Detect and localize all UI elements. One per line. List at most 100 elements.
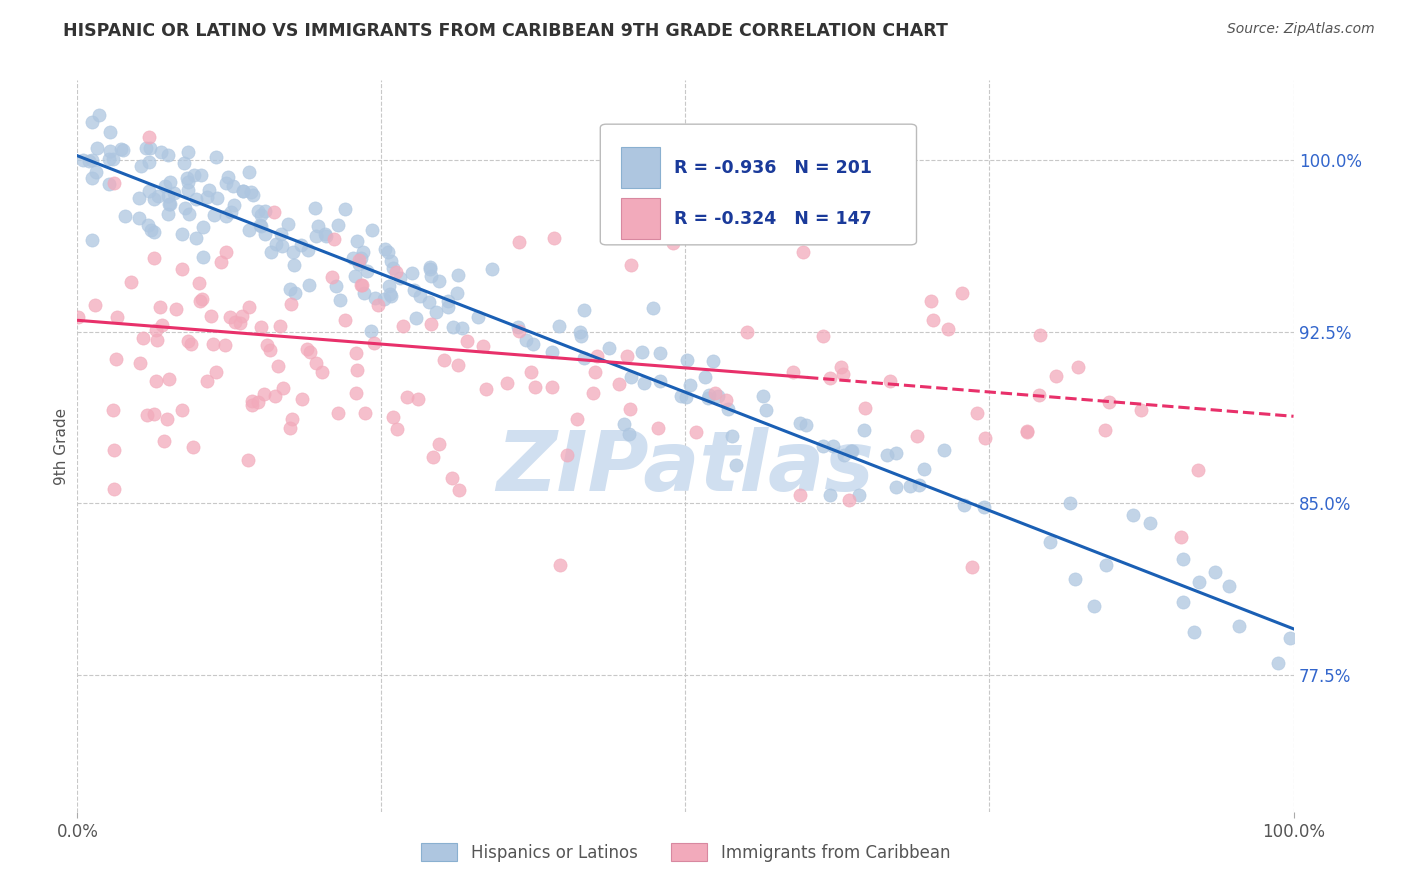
Point	[447, 483, 470, 497]
Point	[67, 310, 90, 324]
Point	[103, 442, 125, 457]
Point	[647, 421, 669, 435]
Point	[349, 277, 371, 292]
Point	[1059, 496, 1081, 510]
Point	[617, 426, 640, 441]
Point	[508, 324, 530, 338]
Point	[305, 229, 328, 244]
Point	[105, 352, 128, 367]
Point	[1028, 388, 1050, 402]
Point	[135, 141, 157, 155]
Point	[378, 279, 401, 293]
Point	[1045, 369, 1067, 384]
Point	[156, 189, 179, 203]
Point	[669, 389, 692, 403]
Point	[250, 208, 273, 222]
Point	[143, 407, 166, 421]
Point	[418, 295, 440, 310]
Point	[269, 318, 291, 333]
Point	[1171, 595, 1194, 609]
Point	[377, 245, 399, 260]
Point	[1094, 558, 1116, 572]
Point	[1187, 463, 1209, 477]
Point	[456, 334, 478, 349]
Point	[1218, 579, 1240, 593]
Point	[342, 252, 364, 266]
Point	[367, 297, 389, 311]
Point	[224, 197, 246, 211]
Point	[103, 176, 125, 190]
Point	[353, 285, 375, 300]
Point	[98, 152, 121, 166]
Point	[281, 412, 304, 426]
Point	[187, 276, 209, 290]
Point	[598, 342, 620, 356]
Point	[138, 218, 160, 232]
Point	[314, 227, 336, 241]
Point	[180, 336, 202, 351]
Point	[191, 250, 214, 264]
Point	[1083, 599, 1105, 614]
Point	[267, 359, 290, 373]
Point	[159, 196, 181, 211]
Point	[548, 319, 571, 334]
Point	[157, 148, 180, 162]
Point	[350, 251, 373, 265]
Point	[315, 229, 337, 244]
Point	[838, 492, 860, 507]
Point	[1067, 359, 1090, 374]
Point	[429, 437, 451, 451]
Point	[373, 293, 395, 307]
Point	[524, 380, 547, 394]
Point	[128, 191, 150, 205]
Point	[141, 223, 163, 237]
Point	[905, 428, 928, 442]
Point	[146, 188, 169, 202]
Point	[1182, 625, 1205, 640]
Point	[184, 231, 207, 245]
Point	[620, 370, 643, 384]
Point	[181, 441, 204, 455]
Point	[821, 439, 844, 453]
Point	[214, 338, 236, 352]
Point	[142, 251, 165, 265]
Point	[114, 209, 136, 223]
Point	[80, 115, 103, 129]
Point	[354, 406, 377, 420]
Point	[247, 204, 270, 219]
Point	[128, 211, 150, 225]
Point	[177, 207, 200, 221]
Point	[156, 411, 179, 425]
Point	[380, 254, 402, 268]
Point	[271, 381, 294, 395]
Point	[392, 319, 415, 334]
Point	[387, 422, 409, 436]
Point	[567, 412, 589, 426]
Point	[190, 294, 212, 309]
Point	[950, 285, 973, 300]
Point	[697, 391, 720, 405]
Point	[240, 393, 263, 408]
Point	[447, 268, 470, 282]
Point	[232, 184, 254, 198]
Point	[105, 310, 128, 324]
Point	[441, 471, 464, 485]
FancyBboxPatch shape	[600, 124, 917, 244]
Point	[157, 207, 180, 221]
Point	[344, 385, 367, 400]
Point	[155, 178, 177, 193]
Point	[157, 197, 180, 211]
Point	[240, 185, 263, 199]
Point	[284, 286, 307, 301]
Point	[678, 377, 700, 392]
Point	[326, 406, 349, 420]
Point	[356, 263, 378, 277]
Point	[283, 259, 305, 273]
Point	[170, 402, 193, 417]
Point	[295, 343, 318, 357]
Point	[974, 431, 997, 445]
Point	[219, 205, 242, 219]
Point	[103, 482, 125, 496]
Point	[143, 192, 166, 206]
Point	[419, 261, 441, 276]
